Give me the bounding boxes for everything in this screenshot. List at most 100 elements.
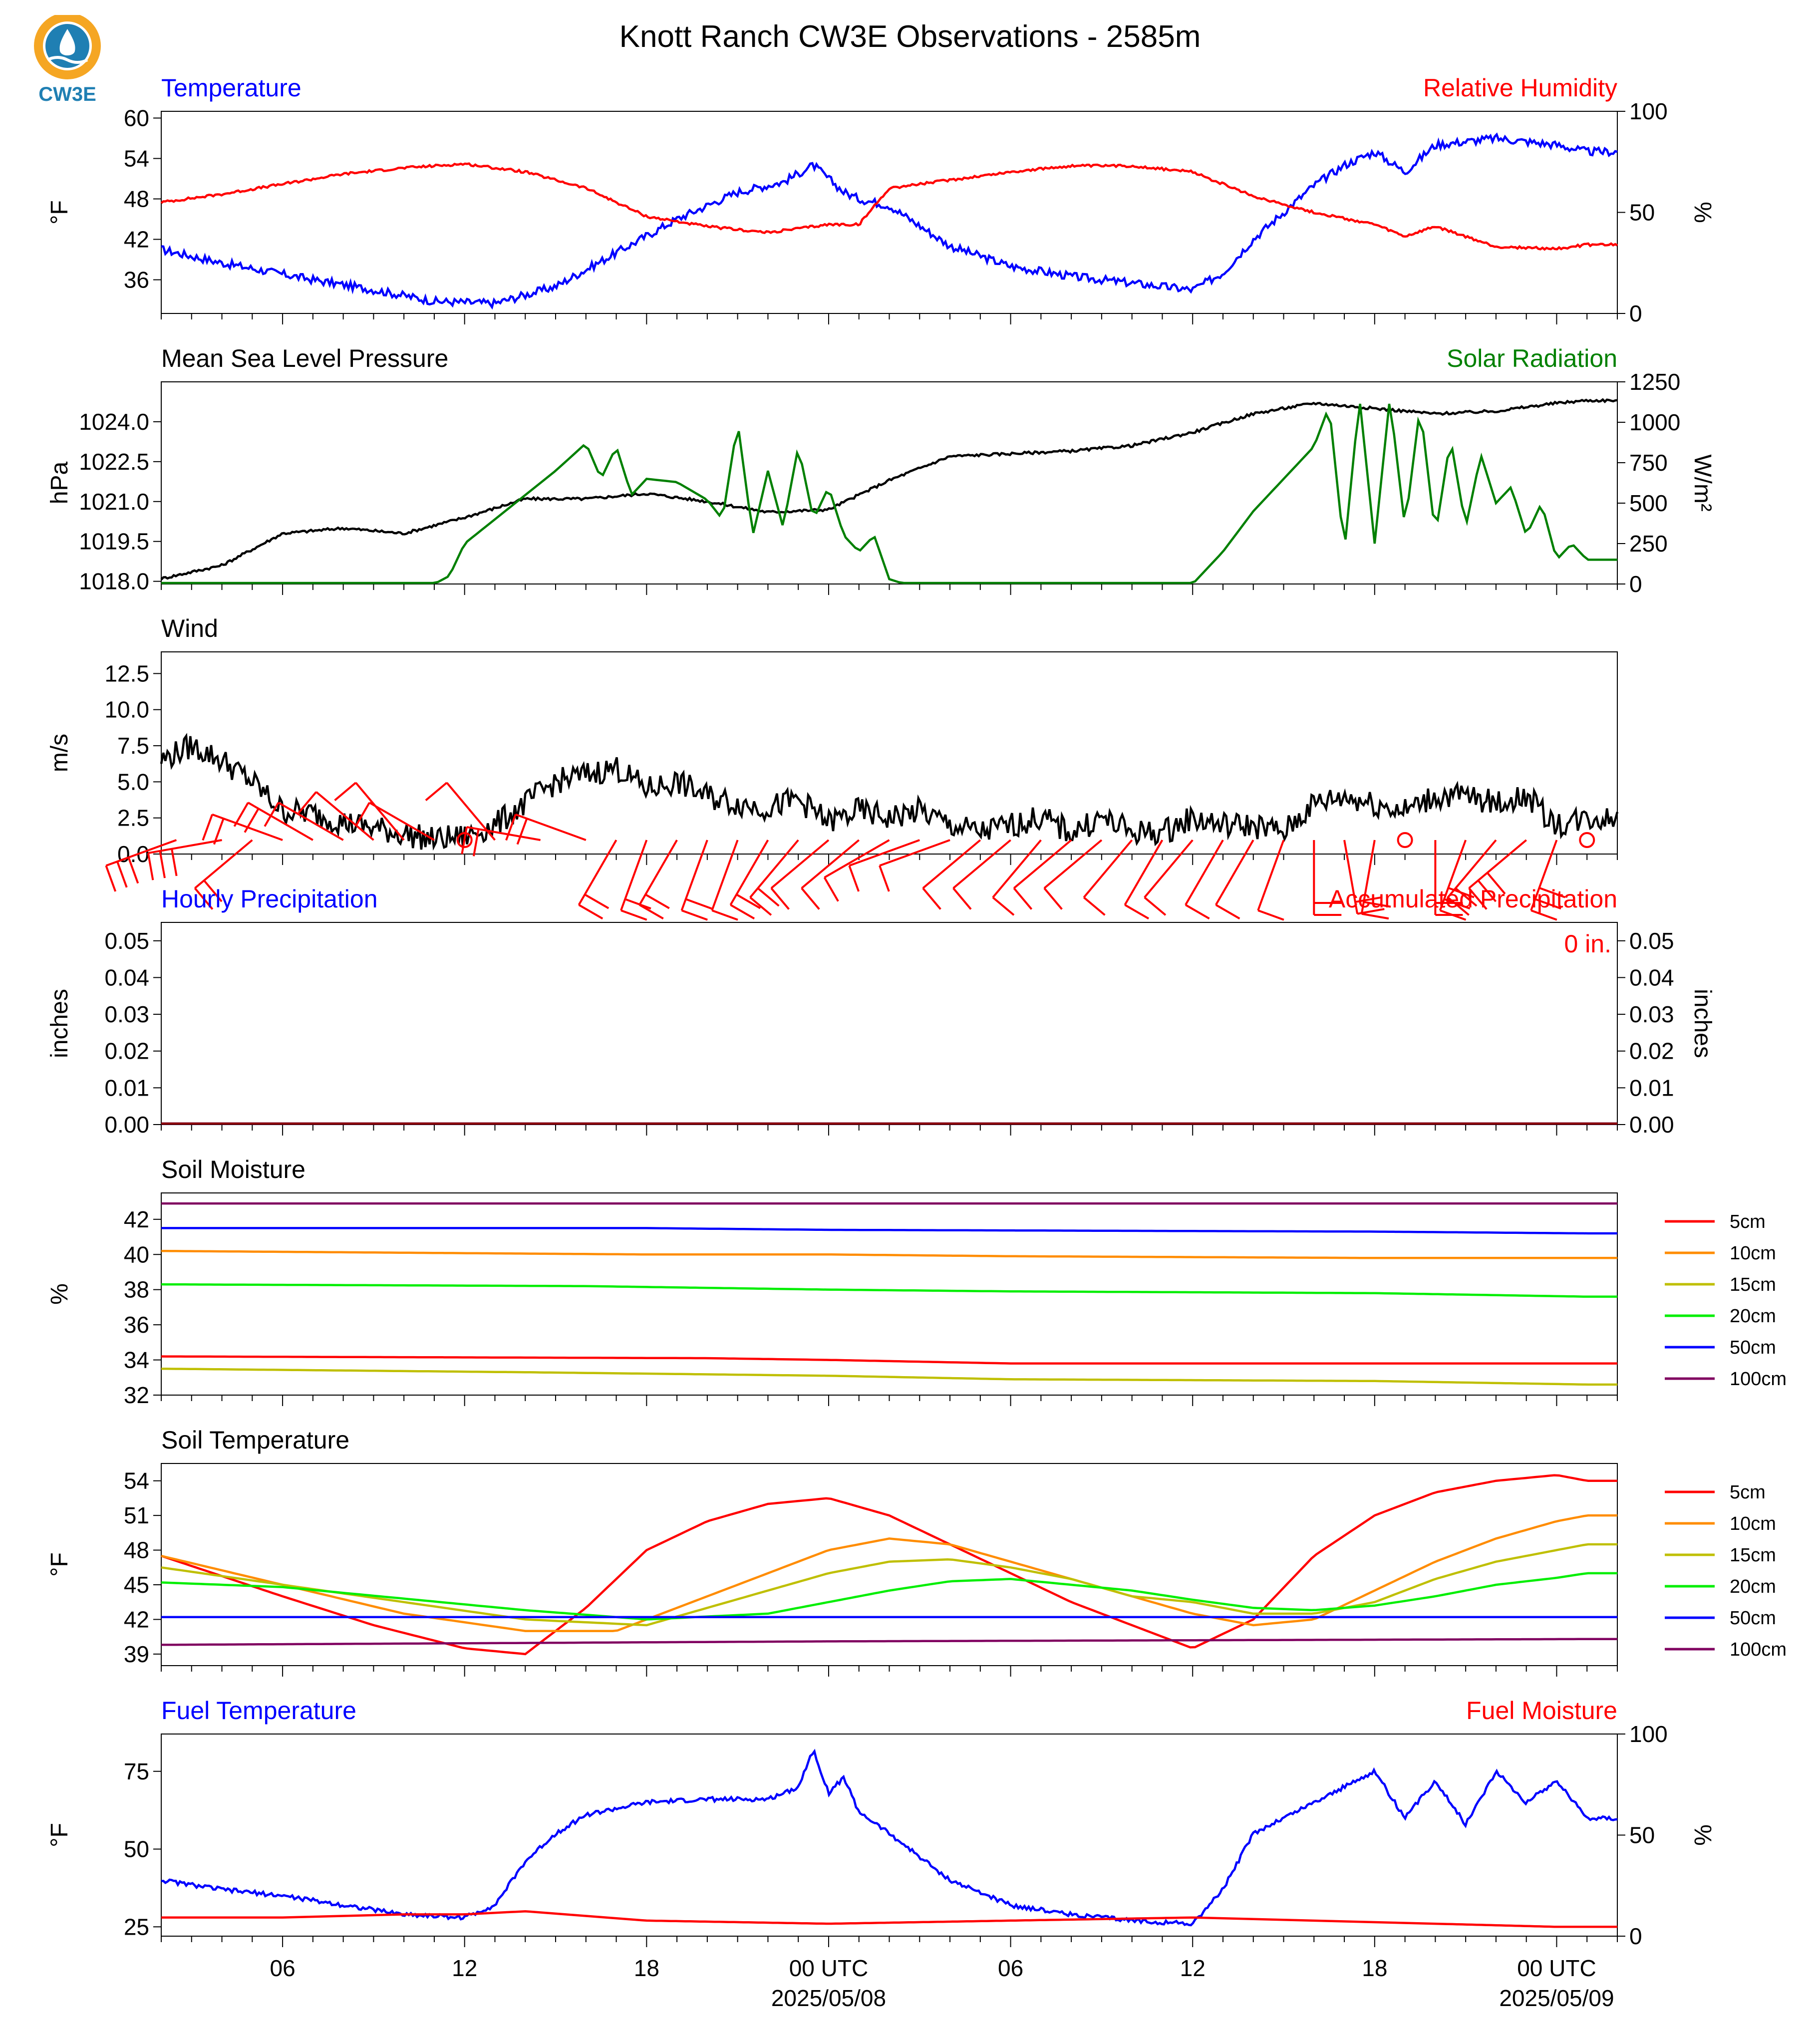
panel-title-right: Solar Radiation bbox=[1447, 344, 1617, 372]
y-tick-label-right: 100 bbox=[1629, 98, 1668, 124]
y-tick-label-right: 50 bbox=[1629, 1822, 1655, 1848]
panel-title-left: Wind bbox=[161, 614, 218, 642]
y-tick-label-left: 0.01 bbox=[104, 1075, 149, 1101]
wind-barb bbox=[952, 839, 1011, 889]
panel-title-left: Fuel Temperature bbox=[161, 1697, 356, 1725]
wind-barb-flag bbox=[1455, 887, 1478, 907]
y-tick-label-left: 12.5 bbox=[104, 660, 149, 686]
wind-barb-flag bbox=[685, 898, 712, 910]
legend-label: 100cm bbox=[1730, 1639, 1787, 1660]
panel-title-left: Mean Sea Level Pressure bbox=[161, 344, 448, 372]
x-tick-label: 12 bbox=[1180, 1955, 1206, 1981]
x-tick-label: 06 bbox=[270, 1955, 295, 1981]
y-tick-label-left: 38 bbox=[124, 1277, 149, 1303]
wind-barb-flag bbox=[171, 849, 178, 876]
plot-frame bbox=[161, 1463, 1618, 1666]
y-tick-label-left: 75 bbox=[124, 1758, 149, 1784]
wind-barb-flag bbox=[354, 802, 370, 827]
wind-barb-flag bbox=[1124, 904, 1150, 920]
panel-title-left: Soil Moisture bbox=[161, 1156, 305, 1183]
wind-barb bbox=[1447, 839, 1497, 898]
x-tick-label: 00 UTC bbox=[789, 1955, 868, 1981]
wind-barb bbox=[456, 832, 473, 848]
y-tick-label-left: 0.00 bbox=[104, 1112, 149, 1138]
y-tick-label-left: 0.0 bbox=[117, 841, 149, 867]
series-line-20cm bbox=[161, 1283, 1617, 1298]
wind-barb-flag bbox=[879, 865, 890, 892]
wind-barb-flag bbox=[516, 818, 528, 845]
y-tick-label-right: 0 bbox=[1629, 300, 1642, 326]
y-axis-label-right: inches bbox=[1689, 989, 1716, 1058]
wind-barb-flag bbox=[298, 791, 317, 814]
wind-barb-flag bbox=[194, 887, 214, 910]
y-tick-label-left: 36 bbox=[124, 1312, 149, 1338]
wind-barb bbox=[824, 839, 890, 878]
wind-barb-flag bbox=[578, 904, 604, 920]
y-tick-label-left: 10.0 bbox=[104, 697, 149, 723]
wave-icon bbox=[46, 56, 88, 64]
series-line-5cm bbox=[161, 1355, 1617, 1365]
y-tick-label-left: 7.5 bbox=[117, 733, 149, 759]
panel-temp_rh: 36 42 48 54 60 0 50 100 Temperature Relative Humi… bbox=[46, 74, 1716, 326]
y-tick-label-left: 1019.5 bbox=[79, 529, 149, 555]
y-axis-label-left: hPa bbox=[46, 461, 73, 504]
y-tick-label-right: 250 bbox=[1629, 531, 1668, 557]
wind-barb bbox=[355, 782, 405, 841]
wind-barb bbox=[466, 826, 541, 841]
wind-barb bbox=[879, 839, 950, 867]
wind-barb-flag bbox=[992, 896, 1015, 916]
wind-barb bbox=[369, 802, 435, 841]
wind-barb-flag bbox=[147, 853, 154, 880]
y-tick-label-right: 50 bbox=[1629, 200, 1655, 226]
legend-label: 50cm bbox=[1730, 1608, 1776, 1629]
legend-label: 20cm bbox=[1730, 1306, 1776, 1327]
plot-frame bbox=[161, 922, 1618, 1125]
wind-barb-flag bbox=[202, 814, 214, 841]
legend-label: 15cm bbox=[1730, 1274, 1776, 1295]
wind-barb bbox=[1579, 832, 1595, 848]
y-tick-label-left: 51 bbox=[124, 1502, 149, 1528]
y-tick-label-left: 32 bbox=[124, 1382, 149, 1408]
x-tick-label: 12 bbox=[452, 1955, 477, 1981]
wind-barb-flag bbox=[757, 887, 780, 907]
wind-barb-flag bbox=[264, 802, 280, 827]
y-tick-label-right: 1250 bbox=[1629, 369, 1680, 395]
wind-barb-flag bbox=[213, 818, 225, 845]
plot-frame bbox=[161, 651, 1618, 855]
wind-barb-flag bbox=[334, 782, 357, 801]
series-line-relative-humidity bbox=[160, 162, 1618, 251]
y-tick-label-left: 60 bbox=[124, 105, 149, 131]
x-tick-label: 18 bbox=[1362, 1955, 1387, 1981]
y-tick-label-left: 0.05 bbox=[104, 928, 149, 954]
legend-label: 100cm bbox=[1730, 1369, 1787, 1390]
panel-title-right: Accumulated Precipitation bbox=[1329, 885, 1617, 913]
wind-barb bbox=[105, 839, 177, 867]
page-title: Knott Ranch CW3E Observations - 2585m bbox=[619, 19, 1201, 54]
wind-barb-flag bbox=[473, 829, 480, 857]
y-tick-label-left: 0.04 bbox=[104, 964, 149, 990]
wind-barb bbox=[1013, 839, 1072, 889]
x-date-label: 2025/05/09 bbox=[1499, 1985, 1614, 2011]
series-line-solar-radiation bbox=[161, 403, 1617, 584]
wind-barb-flag bbox=[1538, 886, 1565, 898]
wind-barb-flag bbox=[749, 896, 772, 916]
y-tick-label-left: 54 bbox=[124, 146, 149, 172]
legend-label: 10cm bbox=[1730, 1513, 1776, 1534]
series-line-50cm bbox=[161, 1227, 1617, 1235]
accumulated-total: 0 in. bbox=[1564, 930, 1611, 958]
panel-title-left: Soil Temperature bbox=[161, 1426, 349, 1454]
y-tick-label-left: 39 bbox=[124, 1641, 149, 1667]
y-tick-label-left: 1022.5 bbox=[79, 449, 149, 475]
wind-barb-flag bbox=[1185, 904, 1210, 920]
cw3e-logo: CW3E bbox=[30, 12, 105, 105]
series-line-15cm bbox=[161, 1367, 1617, 1386]
wind-barb bbox=[711, 840, 739, 911]
wind-barb bbox=[992, 839, 1042, 898]
x-tick-label: 18 bbox=[634, 1955, 659, 1981]
wind-barb bbox=[801, 839, 860, 889]
series-line-mean-sea-level-pressure bbox=[160, 398, 1618, 580]
y-tick-label-right: 1000 bbox=[1629, 409, 1680, 435]
series-line-20cm bbox=[161, 1572, 1617, 1621]
legend-label: 15cm bbox=[1730, 1545, 1776, 1566]
wind-barb-flag bbox=[1013, 887, 1033, 910]
